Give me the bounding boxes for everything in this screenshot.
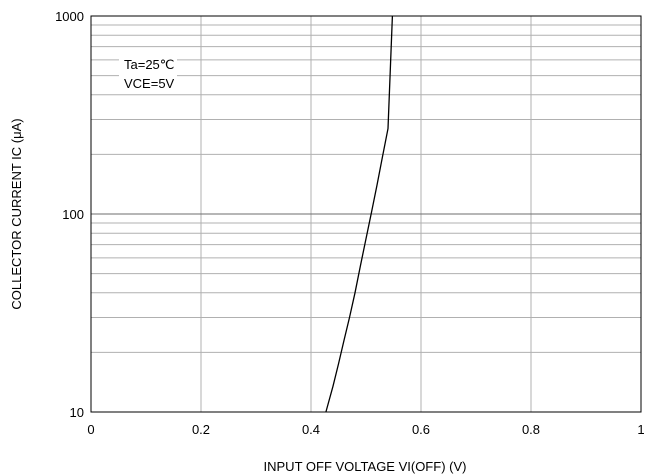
annotation-box: Ta=25℃ VCE=5V	[119, 52, 177, 91]
x-tick-label: 0.2	[192, 422, 210, 437]
x-tick-label: 0	[87, 422, 94, 437]
y-tick-label: 1000	[55, 9, 84, 24]
x-tick-label: 0.6	[412, 422, 430, 437]
x-tick-label: 0.4	[302, 422, 320, 437]
y-axis-label: COLLECTOR CURRENT IC (μA)	[9, 118, 24, 309]
series-group	[325, 15, 394, 413]
series-line	[325, 15, 394, 413]
y-tick-label: 10	[70, 405, 84, 420]
x-tick-labels: 0 0.2 0.4 0.6 0.8 1	[87, 422, 644, 437]
annotation-temperature: Ta=25℃	[124, 57, 174, 72]
plot-frame	[90, 15, 642, 413]
x-tick-label: 0.8	[522, 422, 540, 437]
grid	[91, 16, 641, 412]
x-axis-label: INPUT OFF VOLTAGE VI(OFF) (V)	[264, 459, 467, 474]
y-tick-labels: 10 100 1000	[55, 9, 84, 420]
x-tick-label: 1	[637, 422, 644, 437]
annotation-background	[119, 52, 177, 90]
y-tick-label: 100	[62, 207, 84, 222]
annotation-vce: VCE=5V	[124, 76, 175, 91]
